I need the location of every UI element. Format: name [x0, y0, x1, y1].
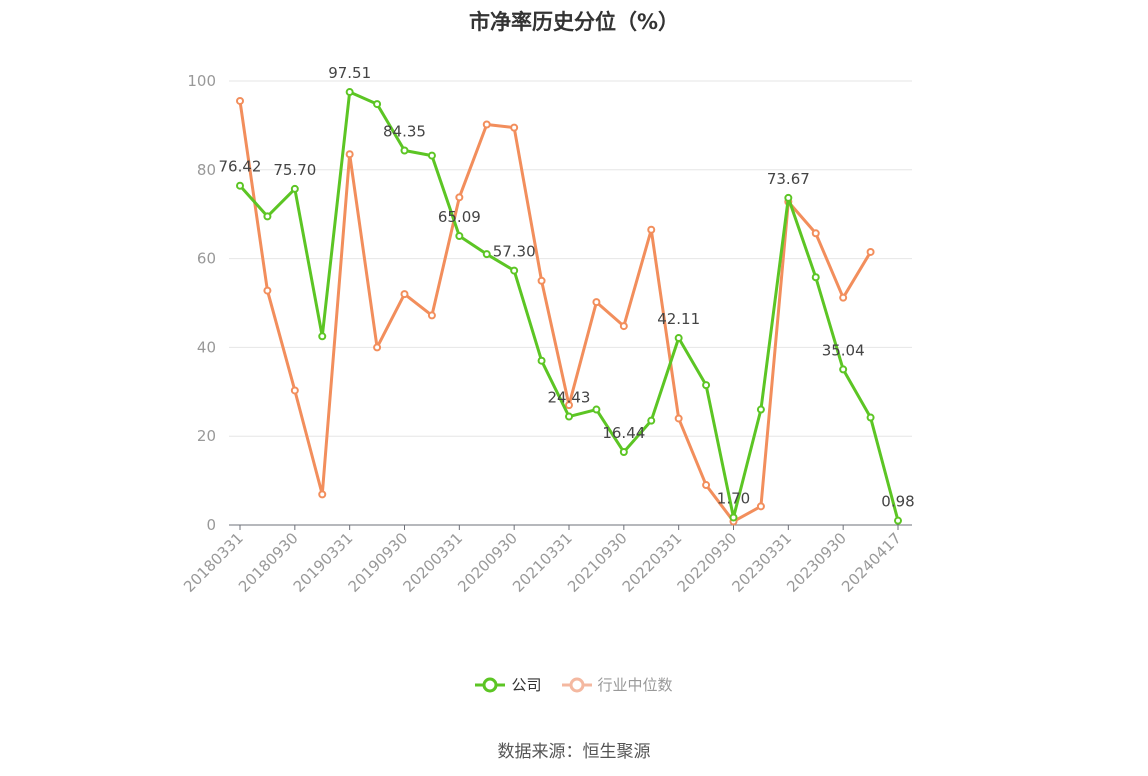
data-label: 97.51	[328, 64, 371, 82]
data-point-company	[592, 405, 601, 414]
data-point-company	[756, 405, 765, 414]
y-tick-label: 0	[206, 516, 216, 534]
data-point-company	[811, 273, 820, 282]
data-point-industry	[647, 225, 656, 234]
y-tick-label: 100	[187, 72, 216, 90]
legend-industry-icon	[561, 677, 592, 692]
data-point-industry	[702, 481, 711, 490]
data-source: 数据来源：恒生聚源	[497, 742, 651, 762]
data-point-industry	[756, 502, 765, 511]
data-point-industry	[318, 490, 327, 499]
data-point-industry	[373, 343, 382, 352]
data-point-company	[455, 232, 464, 241]
data-label: 84.35	[383, 122, 426, 140]
legend-company-marker	[482, 677, 498, 692]
data-label: 57.30	[493, 243, 536, 261]
data-label: 42.11	[657, 310, 700, 328]
data-point-company	[729, 513, 738, 522]
data-point-industry	[674, 414, 683, 423]
data-point-industry	[290, 386, 299, 395]
data-point-industry	[263, 286, 272, 295]
data-point-company	[400, 146, 409, 155]
data-point-company	[537, 356, 546, 365]
data-point-company	[318, 332, 327, 341]
series-line-industry	[238, 100, 872, 523]
data-point-industry	[345, 150, 354, 159]
data-point-industry	[236, 96, 244, 105]
data-label: 76.42	[219, 158, 262, 176]
data-point-industry	[619, 322, 628, 331]
legend-item-company[interactable]: 公司	[475, 674, 542, 695]
data-point-company	[839, 365, 848, 374]
chart-title: 市净率历史分位（%）	[468, 10, 680, 34]
data-label: 16.44	[602, 424, 645, 442]
data-point-company	[647, 416, 656, 425]
data-point-industry	[400, 290, 409, 299]
data-point-company	[482, 250, 491, 259]
data-point-industry	[811, 229, 820, 238]
data-point-industry	[537, 276, 546, 285]
data-label: 73.67	[767, 170, 810, 188]
legend-item-industry[interactable]: 行业中位数	[561, 674, 673, 695]
data-point-company	[894, 516, 902, 525]
x-tick-label: 20240417	[838, 529, 905, 596]
line-chart: 0204060801002018033120180930201903312019…	[180, 64, 915, 596]
data-point-company	[784, 193, 793, 202]
legend: 公司 行业中位数	[0, 674, 1148, 695]
data-point-company	[373, 100, 382, 109]
data-point-company	[427, 151, 436, 160]
data-point-company	[345, 88, 354, 97]
y-tick-label: 60	[197, 250, 216, 268]
data-point-industry	[565, 401, 573, 410]
data-point-industry	[455, 193, 464, 202]
legend-industry-marker	[569, 677, 584, 692]
data-label: 1.70	[717, 489, 750, 507]
data-point-company	[290, 184, 299, 193]
data-label: 0.98	[881, 493, 914, 511]
y-tick-label: 20	[197, 427, 216, 445]
data-point-industry	[427, 311, 436, 320]
data-point-industry	[592, 298, 601, 307]
data-point-industry	[482, 120, 491, 129]
data-point-industry	[839, 293, 848, 302]
data-point-company	[619, 448, 628, 457]
legend-industry-label: 行业中位数	[597, 676, 673, 694]
data-point-company	[866, 413, 875, 422]
y-tick-label: 80	[197, 161, 216, 179]
data-label: 65.09	[438, 208, 481, 226]
data-point-industry	[866, 247, 875, 256]
legend-company-icon	[475, 677, 506, 692]
data-point-company	[702, 381, 711, 390]
data-point-company	[263, 212, 272, 221]
data-point-company	[565, 412, 573, 421]
data-label: 35.04	[822, 341, 865, 359]
data-point-company	[674, 334, 683, 343]
y-tick-label: 40	[197, 338, 216, 356]
data-point-company	[236, 181, 244, 190]
data-label: 75.70	[273, 161, 316, 179]
data-point-company	[510, 266, 519, 275]
data-label: 24.43	[548, 389, 591, 407]
legend-company-label: 公司	[511, 676, 542, 694]
data-point-industry	[510, 123, 519, 132]
